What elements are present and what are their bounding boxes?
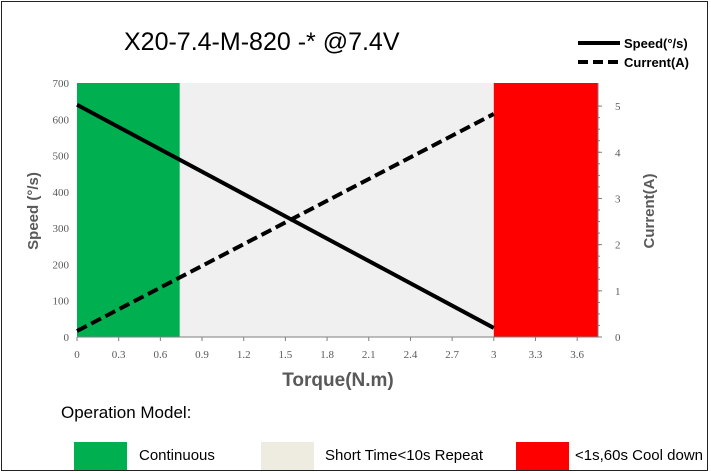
y-tick-label: 500 bbox=[53, 151, 70, 163]
x-tick-label: 3.6 bbox=[570, 349, 584, 361]
x-tick-label: 1.8 bbox=[320, 349, 334, 361]
x-tick-label: 2.1 bbox=[362, 349, 376, 361]
legend-label-speed: Speed(°/s) bbox=[624, 36, 688, 51]
series bbox=[76, 103, 495, 333]
y2-tick-label: 1 bbox=[615, 286, 621, 298]
y2-tick-label: 0 bbox=[615, 332, 621, 344]
y-tick-label: 100 bbox=[53, 296, 70, 308]
x-tick-label: 1.2 bbox=[237, 349, 251, 361]
y2-tick-label: 5 bbox=[615, 101, 621, 113]
x-axis-title: Torque(N.m) bbox=[282, 370, 394, 391]
y-tick-label: 300 bbox=[53, 223, 70, 235]
x-tick-label: 2.4 bbox=[404, 349, 418, 361]
legend-label-current: Current(A) bbox=[624, 55, 689, 70]
y2-tick-label: 4 bbox=[615, 147, 621, 159]
y-tick-label: 600 bbox=[53, 114, 70, 126]
x-tick-label: 0 bbox=[74, 349, 80, 361]
x-tick-label: 3 bbox=[491, 349, 497, 361]
legend: Speed(°/s) Current(A) bbox=[578, 36, 689, 70]
y2-axis-title: Current(A) bbox=[641, 174, 658, 249]
op-swatch-continuous bbox=[74, 442, 127, 470]
op-label-cool-down: <1s,60s Cool down bbox=[575, 447, 703, 464]
series-line-speed bbox=[76, 103, 495, 330]
y-tick-label: 200 bbox=[53, 259, 70, 271]
operation-regions bbox=[77, 83, 598, 337]
operation-model-title: Operation Model: bbox=[61, 403, 192, 422]
x-tick-label: 3.3 bbox=[529, 349, 543, 361]
x-tick-label: 0.9 bbox=[195, 349, 209, 361]
y2-tick-label: 2 bbox=[615, 240, 621, 252]
region-1 bbox=[179, 83, 494, 337]
region-0 bbox=[77, 83, 180, 337]
y-tick-label: 700 bbox=[53, 78, 70, 90]
x-tick-label: 2.7 bbox=[445, 349, 459, 361]
y-axis-title: Speed (°/s) bbox=[25, 172, 42, 250]
op-swatch-cool-down bbox=[516, 442, 569, 470]
op-swatch-short-time bbox=[261, 442, 314, 470]
axes bbox=[76, 83, 602, 341]
x-tick-label: 1.5 bbox=[279, 349, 293, 361]
y2-tick-label: 3 bbox=[615, 193, 621, 205]
x-tick-label: 0.6 bbox=[153, 349, 167, 361]
y-tick-label: 400 bbox=[53, 187, 70, 199]
region-2 bbox=[493, 83, 598, 337]
y-tick-label: 0 bbox=[64, 332, 70, 344]
series-line-current bbox=[76, 112, 495, 333]
tick-labels: 0 0.3 0.6 0.9 1.2 1.5 1.8 2.1 2.4 2.7 3 3.3 3.6 0 100 2… bbox=[53, 78, 622, 361]
op-label-continuous: Continuous bbox=[139, 447, 215, 464]
x-tick-label: 0.3 bbox=[112, 349, 126, 361]
chart-title: X20-7.4-M-820 -* @7.4V bbox=[124, 28, 400, 56]
op-label-short-time: Short Time<10s Repeat bbox=[325, 447, 484, 464]
